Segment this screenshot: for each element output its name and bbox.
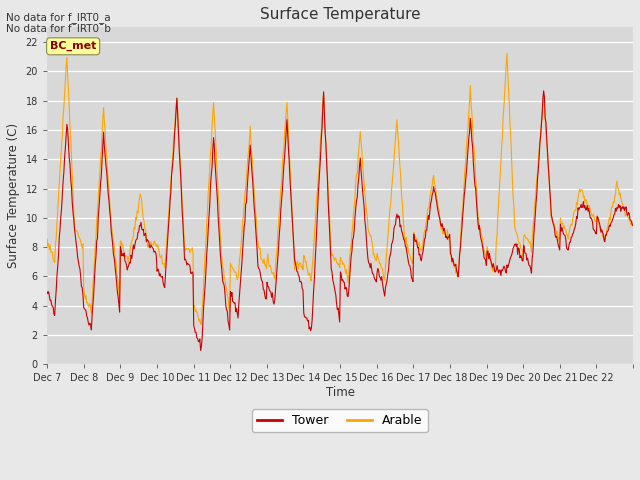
Arable	[435, 205, 442, 211]
Arable	[271, 264, 279, 270]
Tower	[435, 209, 442, 215]
Tower	[401, 243, 409, 249]
Tower	[629, 223, 637, 228]
Title: Surface Temperature: Surface Temperature	[260, 7, 420, 22]
Tower	[540, 88, 547, 94]
Arable	[43, 236, 51, 241]
Tower	[112, 271, 120, 276]
Text: BC_met: BC_met	[50, 41, 97, 51]
Arable	[250, 175, 257, 180]
Line: Arable: Arable	[47, 53, 633, 324]
Tower	[196, 348, 204, 353]
Tower	[271, 287, 279, 293]
Arable	[629, 222, 637, 228]
Arable	[401, 237, 409, 242]
Line: Tower: Tower	[47, 91, 633, 350]
Arable	[198, 322, 205, 327]
Arable	[220, 275, 228, 281]
Text: No data for f_IRT0_a: No data for f_IRT0_a	[6, 12, 111, 23]
Tower	[250, 189, 257, 194]
Text: No data for f¯IRT0¯b: No data for f¯IRT0¯b	[6, 24, 111, 34]
Arable	[112, 256, 120, 262]
Legend: Tower, Arable: Tower, Arable	[252, 409, 428, 432]
Tower	[220, 283, 228, 289]
Y-axis label: Surface Temperature (C): Surface Temperature (C)	[7, 123, 20, 268]
Arable	[503, 50, 511, 56]
Tower	[43, 289, 51, 295]
X-axis label: Time: Time	[326, 386, 355, 399]
